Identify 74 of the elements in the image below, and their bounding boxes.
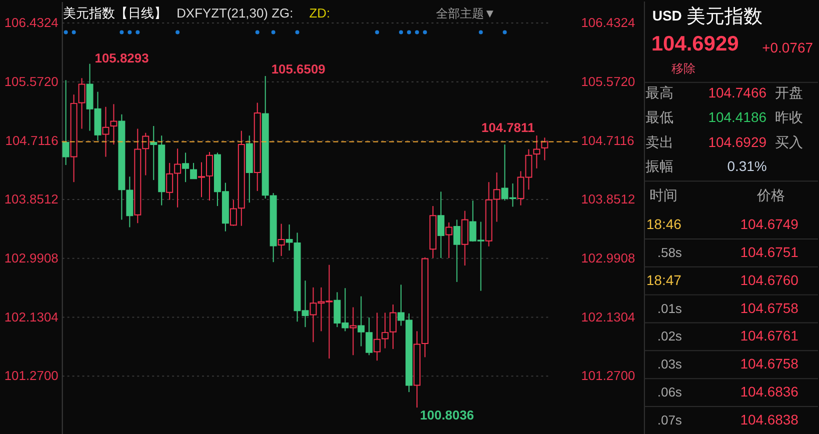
text: 104.6838 [740,411,799,428]
text: 104.7466 [708,84,767,100]
chart-subtitle: DXFYZT(21,30) ZG: [176,5,294,20]
candlestick [493,172,500,222]
candlestick [110,104,118,145]
text: 价格 [756,187,786,204]
y2-tick-label: 101.2700 [581,368,636,384]
text: +0.0767 [762,39,814,56]
candlestick [62,80,70,166]
y2-tick-label: 106.4324 [581,15,636,30]
annotation: 105.8293 [94,50,149,66]
text: 104.6929 [708,134,767,150]
candlestick [102,106,110,158]
y2-tick-label: 104.7116 [581,132,634,148]
chart-title: 美元指数【日线】 [62,5,167,20]
annotation: 全部主题▼ [436,6,496,20]
text: 移除 [671,61,696,76]
candlestick [278,223,285,256]
text: 时间 [649,187,678,204]
text: 104.6761 [740,328,799,344]
text: 104.4186 [708,109,767,126]
annotation: 104.7811 [481,120,535,136]
candlestick [453,219,460,282]
text: USD [652,7,682,24]
text: 104.6836 [740,384,799,400]
text: 最低 [645,109,674,126]
text: 买入 [775,134,804,150]
candlestick [174,148,182,208]
y-tick-label: 106.4324 [4,15,58,30]
candlestick [533,135,540,169]
candlestick [230,199,237,226]
y2-tick-label: 102.9908 [581,250,636,266]
text: .02s [657,328,682,344]
text: 卖出 [645,134,674,150]
text: .01s [657,300,682,316]
candlestick [142,132,150,176]
y-tick-label: 104.7116 [5,132,58,148]
y-tick-label: 105.5720 [4,74,58,89]
candlestick [350,306,357,356]
y-tick-label: 102.1304 [4,309,58,324]
text: 104.6929 [651,32,739,56]
text: .58s [657,244,682,260]
y2-tick-label: 103.8512 [581,192,636,207]
text: 18:46 [646,216,682,232]
text: 104.6760 [740,272,799,288]
text: 0.31% [727,158,767,174]
y-tick-label: 101.2700 [4,368,58,384]
text: 昨收 [775,109,804,126]
annotation: ZD: [309,5,330,20]
text: 振幅 [645,158,674,174]
text: .06s [657,384,682,400]
annotation: 100.8036 [420,408,474,423]
candlestick [437,191,444,259]
candlestick [445,222,452,259]
candlestick [190,162,198,180]
candlestick [541,137,548,161]
text: 104.6758 [740,356,799,372]
y2-tick-label: 105.5720 [581,74,636,89]
text: 开盘 [775,84,804,100]
candlestick [166,162,174,200]
text: 104.6751 [740,244,799,260]
text: .07s [657,412,682,428]
text: 18:47 [646,272,682,288]
candlestick [182,152,190,183]
y-tick-label: 103.8512 [4,192,58,207]
text: 104.6749 [740,216,799,232]
candlestick [374,312,381,362]
y-tick-label: 102.9908 [4,250,58,266]
text: 美元指数 [686,5,762,28]
y2-tick-label: 102.1304 [581,309,636,324]
text: 最高 [645,84,674,100]
text: 104.6758 [740,300,799,316]
annotation: 105.6509 [271,61,326,76]
text: .03s [657,356,682,372]
